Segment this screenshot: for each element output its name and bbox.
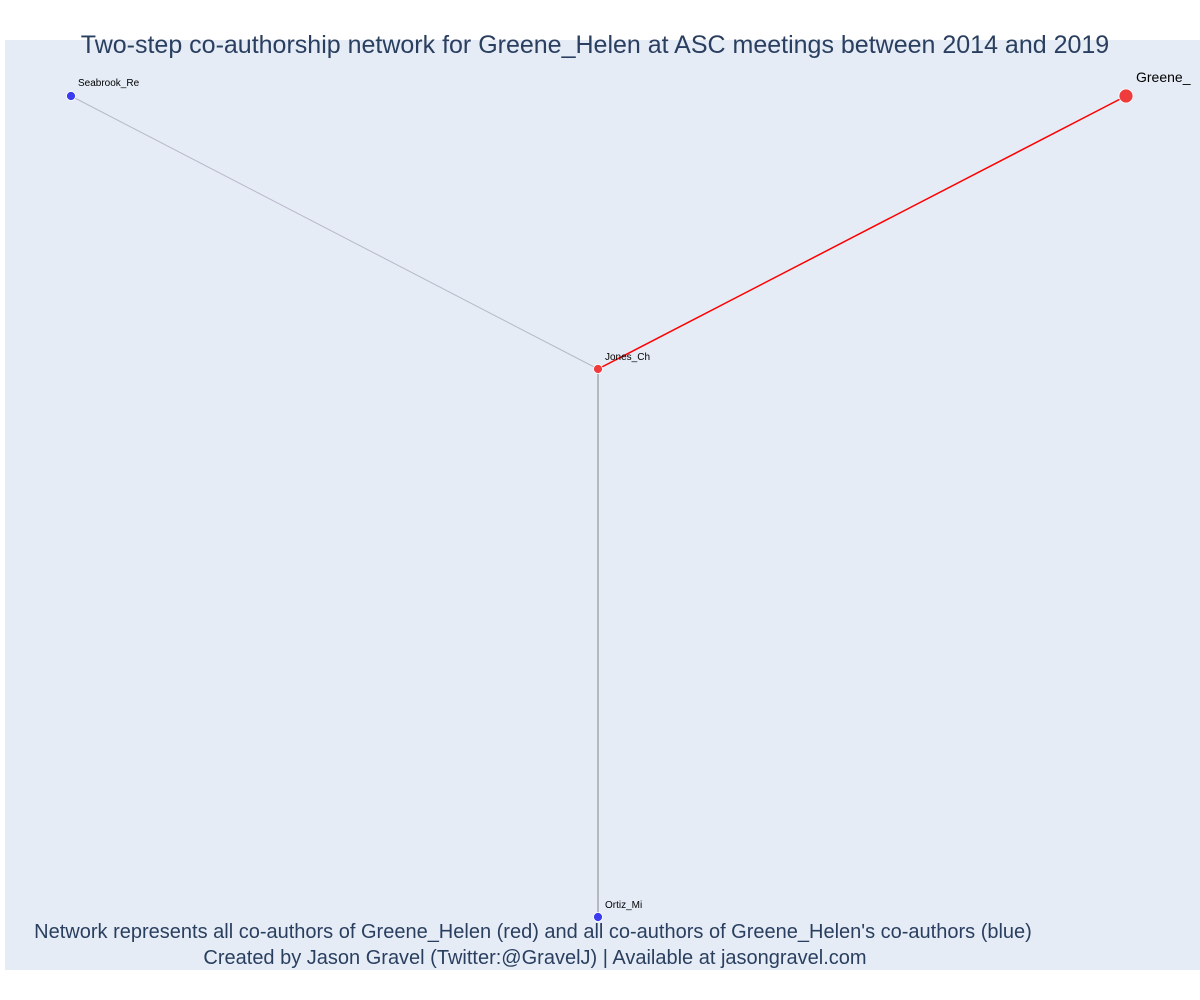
node-seabrook[interactable] xyxy=(66,91,76,101)
node-label-seabrook: Seabrook_Re xyxy=(78,78,140,89)
nodes-layer xyxy=(66,88,1134,922)
node-label-ortiz: Ortiz_Mi xyxy=(605,900,642,911)
plot-background xyxy=(5,40,1200,970)
caption-line-2: Created by Jason Gravel (Twitter:@Gravel… xyxy=(203,947,866,969)
edge-greene-jones xyxy=(597,95,1127,370)
labels-layer: Seabrook_Re Jones_Ch Ortiz_Mi Greene_ xyxy=(78,69,1191,911)
edge-jones-seabrook xyxy=(70,95,599,370)
node-label-jones: Jones_Ch xyxy=(605,352,650,363)
node-label-greene: Greene_ xyxy=(1136,69,1191,85)
node-jones[interactable] xyxy=(593,364,603,374)
chart-title: Two-step co-authorship network for Green… xyxy=(81,31,1109,59)
node-ortiz[interactable] xyxy=(593,912,603,922)
edges-layer xyxy=(70,95,1127,917)
node-greene[interactable] xyxy=(1118,88,1134,104)
caption-line-1: Network represents all co-authors of Gre… xyxy=(34,921,1032,943)
